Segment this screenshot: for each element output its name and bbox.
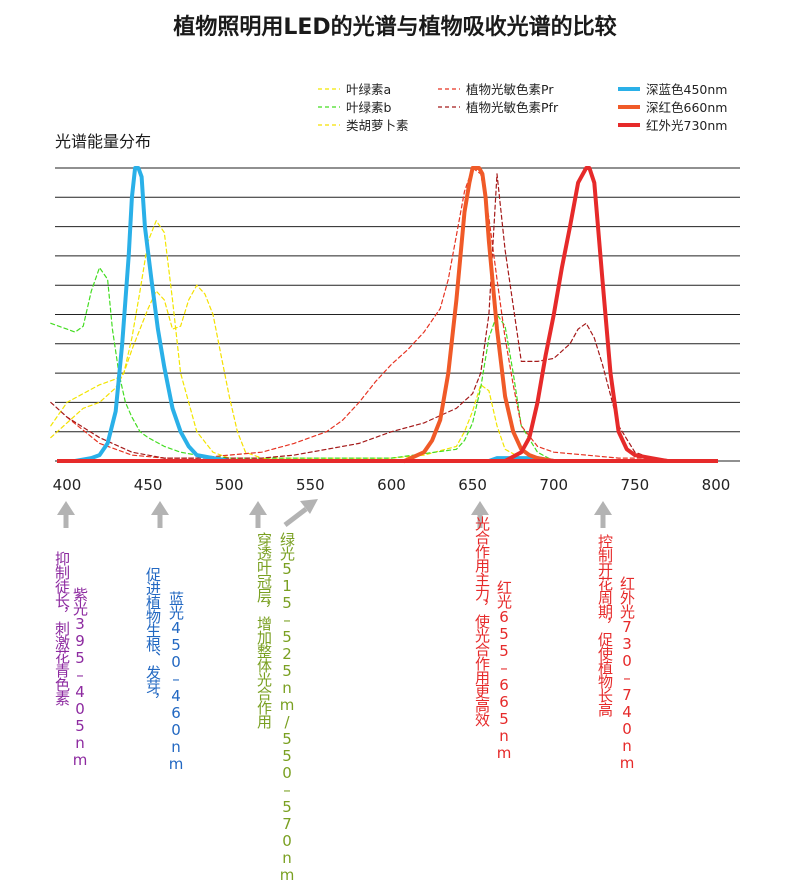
- x-tick-label: 500: [215, 476, 244, 494]
- arrow-shaft: [283, 507, 308, 527]
- series-line-7: [65, 166, 718, 463]
- annotation-arrow-4: [594, 501, 612, 528]
- series-line-0: [50, 220, 555, 462]
- x-axis-ticks: 400 450 500 550 600 650 700 750 800: [53, 476, 731, 494]
- x-tick-label: 400: [53, 476, 82, 494]
- series-line-6: [402, 166, 556, 463]
- series-line-2: [50, 284, 279, 462]
- x-tick-label: 600: [377, 476, 406, 494]
- legend-label-6: 深红色660nm: [646, 100, 727, 115]
- arrow-head: [594, 501, 612, 515]
- legend-label-1: 叶绿素b: [346, 100, 392, 115]
- annotation-3-line1: 光合作用主力，使光合作用更高效: [473, 516, 491, 726]
- x-tick-label: 650: [458, 476, 487, 494]
- legend-label-0: 叶绿素a: [346, 82, 391, 97]
- legend-label-5: 深蓝色450nm: [646, 82, 727, 97]
- spectrum-chart: 植物照明用LED的光谱与植物吸收光谱的比较 光谱能量分布 叶绿素a 叶绿素b 类胡萝…: [50, 14, 740, 528]
- series-line-3: [66, 167, 652, 459]
- annotation-2-line1: 穿透叶冠层，增加整体光合作用: [255, 532, 273, 728]
- legend: 叶绿素a 叶绿素b 类胡萝卜素 植物光敏色素Pr 植物光敏色素Pfr 深蓝色450nm 深红…: [318, 82, 727, 133]
- annotation-arrow-2: [249, 501, 267, 528]
- annotation-1-line2: 蓝光450–460nm: [167, 591, 185, 772]
- x-tick-label: 800: [702, 476, 731, 494]
- annotation-0-line2: 紫光395–405nm: [71, 587, 89, 768]
- annotation-arrows: [57, 499, 612, 528]
- annotation-arrow-0: [57, 501, 75, 528]
- annotation-arrow-3: [471, 501, 489, 528]
- legend-label-7: 红外光730nm: [646, 118, 727, 133]
- annotation-4-line1: 控制开花周期，促使植物长高: [596, 534, 614, 716]
- chart-title: 植物照明用LED的光谱与植物吸收光谱的比较: [173, 14, 616, 40]
- annotation-4-line2: 红外光730–740nm: [618, 576, 636, 771]
- arrow-head: [471, 501, 489, 515]
- x-tick-label: 550: [296, 476, 325, 494]
- arrow-head: [57, 501, 75, 515]
- annotation-arrow-1: [151, 501, 169, 528]
- annotation-0-line1: 抑制徒长，刺激花青色素: [53, 551, 71, 705]
- arrow-head: [300, 499, 318, 514]
- legend-label-4: 植物光敏色素Pfr: [466, 100, 559, 115]
- x-tick-label: 750: [621, 476, 650, 494]
- series-line-1: [50, 267, 555, 462]
- annotation-2-line2: 绿光515–525nm/550–570nm: [278, 532, 296, 883]
- x-tick-label: 450: [134, 476, 163, 494]
- y-axis-label: 光谱能量分布: [55, 132, 151, 151]
- annotation-3-line2: 红光655–665nm: [495, 580, 513, 761]
- legend-label-3: 植物光敏色素Pr: [466, 82, 554, 97]
- x-tick-label: 700: [539, 476, 568, 494]
- arrow-head: [249, 501, 267, 515]
- annotation-1-line1: 促进植物生根、发芽，: [144, 567, 162, 707]
- legend-label-2: 类胡萝卜素: [346, 118, 409, 133]
- series-line-4: [50, 173, 717, 462]
- series-lines: [50, 166, 718, 463]
- arrow-head: [151, 501, 169, 515]
- annotation-arrow-green-2: [283, 499, 318, 527]
